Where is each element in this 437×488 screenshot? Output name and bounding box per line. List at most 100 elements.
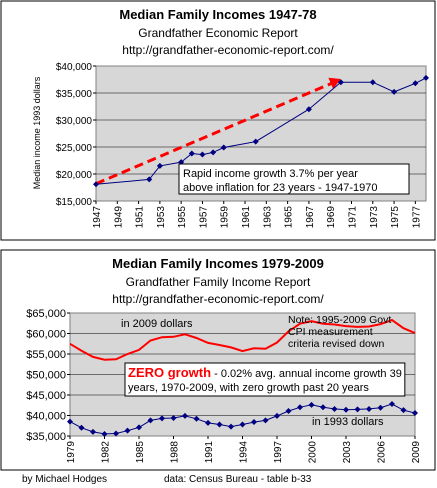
data-point-marker — [239, 421, 246, 428]
x-tick-label: 1973 — [369, 206, 380, 229]
x-tick-label: 1953 — [156, 206, 167, 229]
data-point-marker — [147, 417, 154, 424]
chart-1-series — [93, 74, 429, 188]
y-tick-label: $20,000 — [56, 170, 93, 181]
data-point-marker — [188, 150, 195, 157]
chart-1-annotation-text: Rapid income growth 3.7% per year above i… — [183, 168, 377, 194]
trend-arrow-line — [95, 80, 336, 186]
data-point-marker — [377, 404, 384, 411]
data-point-marker — [252, 138, 259, 145]
data-point-marker — [308, 401, 315, 408]
series-label-1993-dollars: in 1993 dollars — [312, 416, 384, 428]
data-point-marker — [216, 421, 223, 428]
y-tick-label: $30,000 — [56, 116, 93, 127]
x-tick-label: 1951 — [135, 206, 146, 229]
data-point-marker — [423, 74, 429, 81]
chart-1-x-ticks: 1947 1949 1951 1953 1955 1957 1959 1961 1963 1965… — [92, 201, 422, 228]
chart-2-subtitle: Grandfather Family Income Report — [126, 275, 311, 289]
data-point-marker — [228, 423, 234, 430]
x-tick-label: 1991 — [204, 441, 215, 464]
data-point-marker — [320, 404, 326, 411]
data-point-marker — [170, 414, 177, 421]
data-point-marker — [156, 162, 163, 169]
x-tick-label: 1957 — [198, 206, 209, 229]
data-point-marker — [412, 410, 418, 417]
data-point-marker — [297, 404, 303, 411]
y-tick-label: $65,000 — [26, 308, 66, 320]
x-tick-label: 1967 — [305, 206, 316, 229]
x-tick-label: 2000 — [308, 441, 319, 464]
x-tick-label: 1975 — [390, 206, 401, 229]
y-tick-label: $25,000 — [56, 143, 93, 154]
data-point-marker — [220, 144, 227, 151]
series-label-2009-dollars: in 2009 dollars — [121, 318, 193, 330]
x-tick-label: 1947 — [92, 206, 103, 229]
data-point-marker — [251, 419, 257, 426]
data-point-marker — [331, 405, 338, 412]
trend-arrow-head — [328, 77, 341, 89]
data-point-marker — [113, 430, 119, 437]
footer-author: by Michael Hodges — [22, 474, 107, 485]
y-tick-label: $45,000 — [26, 390, 66, 402]
data-point-marker — [199, 151, 206, 158]
data-point-marker — [182, 412, 188, 419]
data-point-marker — [124, 427, 131, 434]
data-point-marker — [78, 424, 85, 431]
chart-2-y-ticks: $35,000 $40,000 $45,000 $50,000 $55,000 $60,0… — [26, 308, 70, 443]
data-point-marker — [412, 80, 419, 87]
y-tick-label: $55,000 — [26, 349, 66, 361]
x-tick-label: 1961 — [241, 206, 252, 229]
data-point-marker — [343, 406, 349, 413]
chart-1947-1978: Median Family Incomes 1947-78 Grandfathe… — [0, 0, 436, 241]
footer-source: data: Census Bureau - table b-33 — [164, 474, 312, 485]
y-tick-label: $40,000 — [56, 62, 93, 73]
data-point-marker — [391, 88, 398, 95]
y-tick-label: $35,000 — [26, 431, 66, 443]
data-point-marker — [159, 415, 165, 422]
data-point-marker — [205, 419, 211, 426]
y-tick-label: $15,000 — [56, 197, 93, 208]
data-point-marker — [262, 417, 269, 424]
data-point-marker — [274, 412, 280, 419]
x-tick-label: 1994 — [239, 441, 250, 464]
chart-2-url: http://grandfather-economic-report.com/ — [112, 292, 324, 306]
data-point-marker — [366, 405, 372, 412]
x-tick-label: 1965 — [284, 206, 295, 229]
x-tick-label: 1982 — [101, 441, 112, 464]
chart-2-title: Median Family Incomes 1979-2009 — [112, 256, 324, 271]
y-tick-label: $60,000 — [26, 329, 66, 341]
x-tick-label: 1969 — [326, 206, 337, 229]
data-point-marker — [305, 106, 312, 113]
data-point-marker — [101, 430, 108, 437]
chart-1-subtitle: Grandfather Economic Report — [138, 26, 298, 40]
y-tick-label: $35,000 — [56, 89, 93, 100]
zero-growth-box — [124, 362, 406, 397]
data-point-marker — [400, 407, 407, 414]
chart-2-zero-growth-text: ZERO growth - 0.02% avg. annual income g… — [128, 365, 402, 394]
chart-1-annotation-box — [178, 163, 410, 195]
data-point-marker — [337, 79, 344, 86]
data-point-marker — [193, 415, 200, 422]
data-point-marker — [210, 149, 217, 156]
x-tick-label: 1979 — [66, 441, 77, 464]
x-tick-label: 1949 — [113, 206, 124, 229]
x-tick-label: 1985 — [135, 441, 146, 464]
y-tick-label: $50,000 — [26, 370, 66, 382]
x-tick-label: 2003 — [342, 441, 353, 464]
data-point-marker — [67, 418, 73, 425]
x-tick-label: 2009 — [411, 441, 422, 464]
data-point-marker — [389, 401, 395, 408]
x-tick-label: 1977 — [411, 206, 422, 229]
x-tick-label: 2006 — [377, 441, 388, 464]
chart-2-x-ticks: 1979 1982 1985 1988 1991 1994 1997 2000 2003 2006… — [66, 436, 422, 463]
chart-1979-2009: Median Family Incomes 1979-2009 Grandfat… — [0, 249, 436, 471]
data-point-marker — [354, 406, 361, 413]
chart-2-note: Note: 1995-2009 Govt CPI measurement crite… — [288, 314, 391, 350]
data-point-marker — [285, 407, 292, 414]
data-point-marker — [136, 424, 142, 431]
chart-1-y-axis-label: Median income 1993 dollars — [32, 76, 42, 189]
chart-1-title: Median Family Incomes 1947-78 — [119, 7, 316, 22]
data-point-marker — [369, 79, 376, 86]
x-tick-label: 1955 — [177, 206, 188, 229]
